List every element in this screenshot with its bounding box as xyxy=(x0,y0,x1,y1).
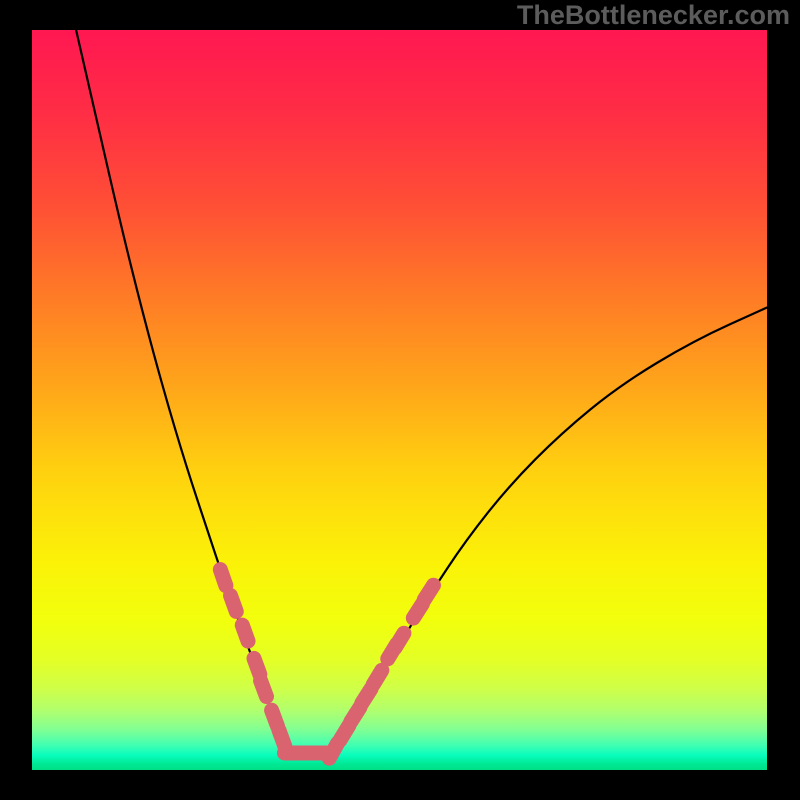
chart-stage: TheBottlenecker.com xyxy=(0,0,800,800)
plot-background xyxy=(32,30,767,770)
bottleneck-curve-chart xyxy=(0,0,800,800)
